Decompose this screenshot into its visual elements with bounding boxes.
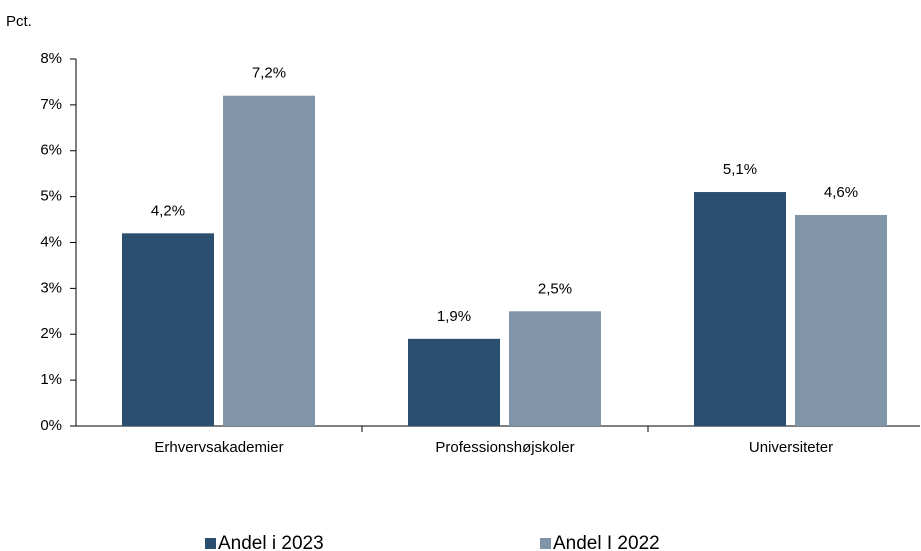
y-tick-label: 7% (40, 96, 62, 113)
bar (694, 192, 786, 426)
y-tick-label: 0% (40, 417, 62, 434)
y-tick-label: 1% (40, 371, 62, 388)
y-tick-label: 8% (40, 50, 62, 67)
value-label: 5,1% (723, 161, 757, 178)
x-tick-label: Professionshøjskoler (435, 439, 574, 456)
y-tick-label: 3% (40, 279, 62, 296)
y-tick-label: 2% (40, 325, 62, 342)
bar (408, 338, 500, 426)
value-label: 1,9% (437, 308, 471, 325)
value-label: 7,2% (252, 65, 286, 82)
y-axis-label: Pct. (6, 13, 32, 30)
legend-swatch (205, 538, 216, 549)
y-tick-label: 4% (40, 233, 62, 250)
bar (223, 95, 315, 426)
y-tick-label: 5% (40, 188, 62, 205)
bar (509, 311, 601, 426)
y-tick-label: 6% (40, 142, 62, 159)
legend-label: Andel I 2022 (553, 533, 660, 551)
x-tick-label: Universiteter (749, 439, 833, 456)
legend-swatch (540, 538, 551, 549)
value-label: 4,6% (824, 184, 858, 201)
legend-label: Andel i 2023 (218, 533, 324, 551)
bar (122, 233, 214, 426)
value-label: 2,5% (538, 280, 572, 297)
x-tick-label: Erhvervsakademier (154, 439, 283, 456)
bar (795, 214, 887, 426)
value-label: 4,2% (151, 202, 185, 219)
